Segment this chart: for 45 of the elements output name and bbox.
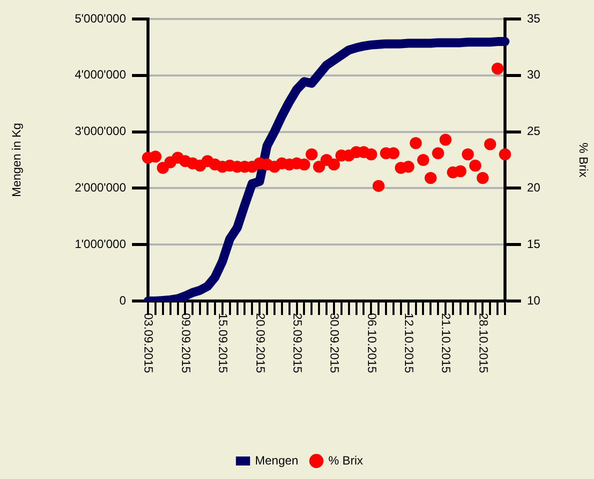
y2-axis-title: % Brix (576, 142, 590, 178)
y-tick-label: 2'000'000 (74, 180, 126, 195)
point (402, 160, 414, 173)
y-tick-label: 3'000'000 (74, 124, 126, 138)
legend-label: % Brix (328, 453, 364, 468)
x-tick-label: 03.09.2015 (142, 313, 156, 374)
point (424, 172, 437, 184)
y-tick-label: 5'000'000 (74, 11, 126, 26)
point (328, 158, 340, 171)
y2-tick-label: 10 (527, 293, 541, 308)
x-tick-label: 30.09.2015 (328, 313, 342, 374)
point (298, 158, 310, 171)
point (365, 148, 378, 160)
point (306, 148, 318, 160)
point (410, 137, 422, 150)
y-tick-label: 4'000'000 (74, 68, 126, 82)
point (476, 172, 489, 184)
point (492, 62, 504, 75)
x-tick-label: 06.10.2015 (364, 313, 379, 374)
y-tick-label: 0 (119, 293, 126, 308)
y-tick-label: 1'000'000 (74, 236, 126, 251)
point (454, 165, 466, 178)
point (440, 134, 452, 146)
point (372, 180, 385, 192)
point (484, 138, 496, 150)
y2-tick-label: 15 (527, 236, 541, 251)
x-tick-label: 21.10.2015 (439, 313, 454, 374)
point (462, 148, 474, 160)
y-axis-title: Mengen in Kg (10, 122, 24, 198)
point (417, 154, 430, 166)
y2-tick-label: 30 (527, 68, 541, 82)
point (432, 147, 444, 160)
y2-tick-label: 20 (527, 180, 541, 195)
x-tick-label: 15.09.2015 (216, 313, 230, 374)
point (499, 148, 511, 160)
point (469, 160, 482, 172)
y2-tick-label: 35 (527, 11, 541, 26)
legend-label: Mengen (254, 453, 298, 468)
x-tick-label: 09.09.2015 (178, 313, 193, 374)
x-tick-label: 25.09.2015 (290, 313, 304, 374)
x-tick-label: 28.10.2015 (476, 313, 490, 374)
x-tick-label: 20.09.2015 (253, 313, 268, 374)
point (313, 160, 326, 173)
y2-tick-label: 25 (527, 124, 541, 138)
x-tick-label: 12.10.2015 (402, 313, 416, 374)
